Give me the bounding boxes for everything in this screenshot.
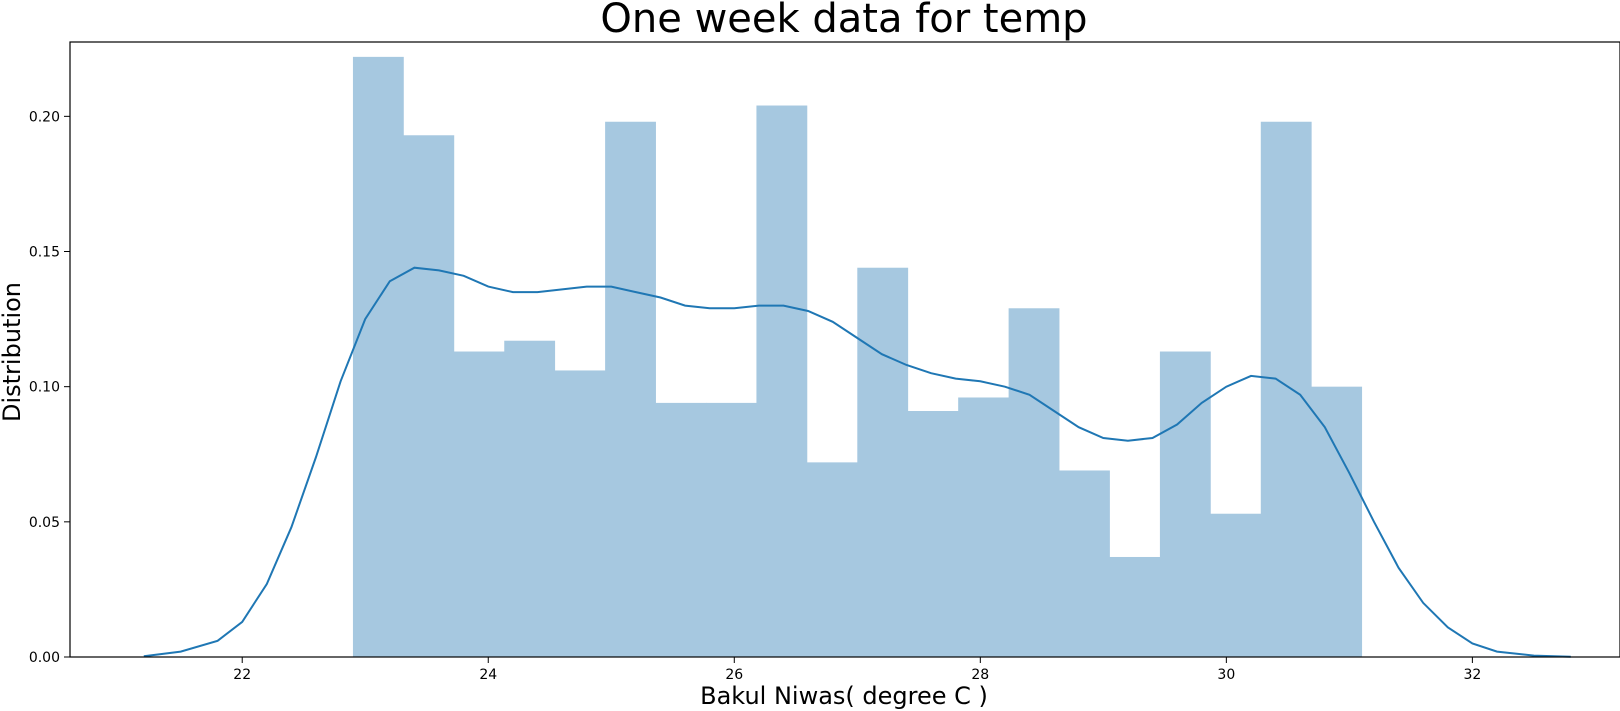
histogram-bar	[1210, 513, 1262, 657]
histogram-bar	[1260, 121, 1312, 657]
x-tick-label: 30	[1217, 667, 1235, 683]
histogram-bars	[352, 56, 1363, 658]
histogram-bar	[1059, 470, 1110, 657]
histogram-bar	[554, 370, 606, 657]
histogram-bar	[352, 56, 404, 657]
histogram-bar	[1109, 556, 1161, 657]
histogram-bar	[857, 267, 909, 657]
y-tick-label: 0.05	[29, 515, 60, 531]
y-tick-label: 0.20	[29, 109, 60, 125]
x-tick-label: 22	[233, 667, 251, 683]
x-axis-ticks: 22 24 26 28 30 32	[233, 657, 1481, 683]
y-axis-label: Distribution	[0, 282, 26, 422]
x-tick-label: 28	[971, 667, 989, 683]
x-tick-label: 24	[479, 667, 497, 683]
histogram-bar	[605, 121, 656, 657]
histogram-bar	[1008, 308, 1060, 657]
histogram-bar	[756, 105, 808, 658]
histogram-bar	[504, 340, 556, 657]
y-tick-label: 0.00	[29, 650, 60, 666]
histogram-bar	[958, 397, 1010, 657]
histogram-bar	[1311, 386, 1363, 657]
plot-frame	[69, 41, 1620, 658]
histogram-bar	[806, 462, 858, 657]
chart-title: One week data for temp	[600, 0, 1087, 42]
y-tick-label: 0.10	[29, 380, 60, 396]
histogram-bar	[655, 402, 707, 657]
kde-curve	[143, 266, 1571, 658]
histogram-bar	[907, 411, 959, 657]
y-axis-ticks: 0.00 0.05 0.10 0.15 0.20	[29, 109, 70, 666]
histogram-bar	[1159, 351, 1211, 657]
y-tick-label: 0.15	[29, 245, 60, 261]
histogram-bar	[705, 402, 757, 657]
x-tick-label: 26	[725, 667, 743, 683]
x-tick-label: 32	[1463, 667, 1481, 683]
histogram-bar	[403, 135, 455, 657]
histogram-bar	[453, 351, 505, 657]
x-axis-label: Bakul Niwas( degree C )	[700, 682, 988, 710]
